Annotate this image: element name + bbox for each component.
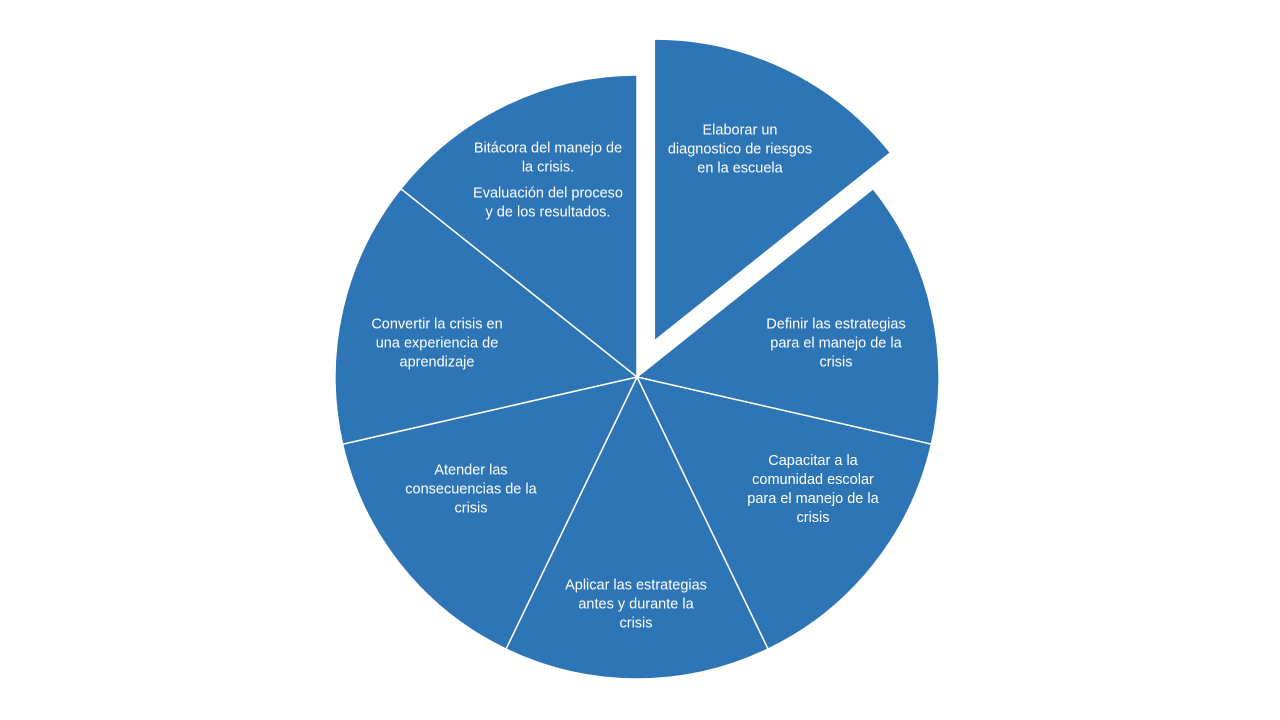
pie-segment-5	[341, 375, 639, 651]
pie-segment-1	[653, 38, 892, 343]
segment-label-1: Elaborar un diagnostico de riesgos en la e…	[667, 122, 813, 177]
segment-label-7: Bitácora del manejo de la crisis. Evaluac…	[473, 140, 623, 221]
pie-segment-3	[635, 375, 933, 651]
pie-segment-4	[504, 375, 770, 680]
pie-segment-6	[334, 187, 639, 446]
segment-label-2: Definir las estrategias para el manejo de…	[766, 316, 906, 371]
segment-label-5: Atender las consecuencias de la crisis	[405, 462, 537, 517]
pie-segment-2	[635, 187, 940, 446]
pie-segment-7	[399, 74, 638, 379]
segment-label-4: Aplicar las estrategias antes y durante l…	[565, 577, 707, 632]
segment-label-6: Convertir la crisis en una experiencia de…	[371, 316, 503, 371]
segment-label-3: Capacitar a la comunidad escolar para el m…	[747, 453, 879, 526]
